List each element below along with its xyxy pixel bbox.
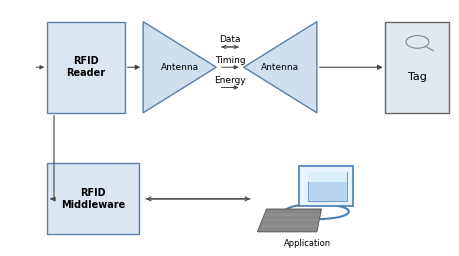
Text: Energy: Energy <box>213 76 246 85</box>
FancyBboxPatch shape <box>385 22 448 113</box>
Polygon shape <box>243 22 316 113</box>
Text: Data: Data <box>219 35 240 45</box>
Text: Antenna: Antenna <box>261 63 299 72</box>
Text: Antenna: Antenna <box>160 63 198 72</box>
Text: Tag: Tag <box>407 72 426 82</box>
Text: RFID
Middleware: RFID Middleware <box>61 188 125 210</box>
Polygon shape <box>143 22 216 113</box>
FancyBboxPatch shape <box>47 163 138 234</box>
FancyBboxPatch shape <box>47 22 124 113</box>
Text: Timing: Timing <box>214 56 245 65</box>
Polygon shape <box>307 172 346 201</box>
Polygon shape <box>307 172 346 183</box>
Polygon shape <box>257 209 321 232</box>
Text: Application: Application <box>284 239 330 248</box>
Text: RFID
Reader: RFID Reader <box>66 56 105 78</box>
Polygon shape <box>298 166 353 207</box>
